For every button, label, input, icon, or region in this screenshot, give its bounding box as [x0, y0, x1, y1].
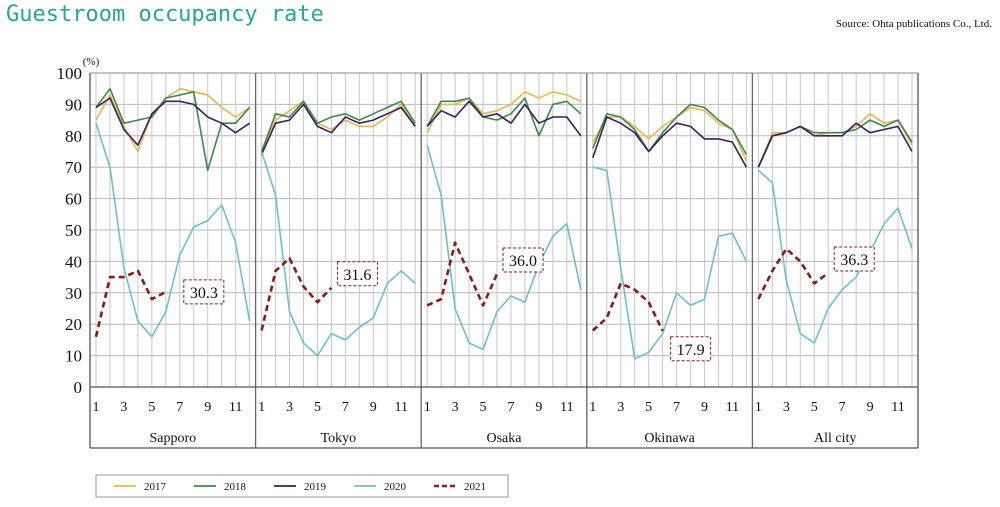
- x-tick-label: 5: [645, 400, 652, 415]
- series-line-2021: [426, 241, 499, 307]
- y-tick-label: 60: [65, 190, 82, 209]
- x-tick-label: 11: [229, 400, 242, 415]
- y-tick-label: 20: [65, 315, 82, 334]
- x-tick-label: 3: [783, 400, 790, 415]
- x-tick-label: 5: [480, 400, 487, 415]
- series-line-2017: [95, 87, 251, 153]
- legend-label: 2020: [384, 481, 407, 493]
- series-line-2018: [260, 100, 416, 152]
- x-tick-label: 5: [811, 400, 818, 415]
- chart-title: Guestroom occupancy rate: [6, 2, 324, 27]
- annotation-box: [502, 247, 544, 273]
- x-tick-label: 3: [286, 400, 293, 415]
- x-tick-label: 9: [701, 400, 708, 415]
- series-line-2018: [95, 87, 251, 172]
- series-line-2017: [426, 91, 582, 134]
- legend-box: [95, 474, 509, 498]
- x-tick-label: 7: [673, 400, 680, 415]
- x-tick-label: 3: [617, 400, 624, 415]
- y-tick-label: 0: [74, 378, 83, 397]
- y-unit-label: (%): [83, 56, 100, 68]
- legend-label: 2017: [144, 481, 167, 493]
- x-tick-label: 1: [258, 400, 265, 415]
- series-line-2017: [757, 113, 913, 168]
- x-tick-label: 11: [726, 400, 739, 415]
- x-tick-label: 9: [535, 400, 542, 415]
- series-line-2019: [260, 103, 416, 155]
- series-line-2020: [592, 166, 748, 360]
- x-tick-label: 1: [93, 400, 100, 415]
- y-tick-label: 40: [65, 252, 82, 271]
- annotation-value: 36.0: [509, 253, 537, 270]
- y-tick-label: 80: [65, 127, 82, 146]
- x-tick-label: 7: [507, 400, 514, 415]
- series-line-2020: [426, 144, 582, 351]
- y-tick-label: 70: [65, 158, 82, 177]
- series-line-2019: [426, 100, 582, 137]
- series-line-2018: [592, 103, 748, 155]
- x-tick-label: 7: [176, 400, 183, 415]
- annotation-box: [670, 336, 712, 362]
- annotation-box: [336, 261, 378, 287]
- panel-label: Tokyo: [321, 431, 357, 446]
- y-tick-label: 100: [57, 64, 83, 83]
- y-tick-label: 30: [65, 284, 82, 303]
- annotation-value: 31.6: [343, 267, 371, 284]
- annotation-value: 17.9: [677, 342, 705, 359]
- legend-label: 2019: [304, 481, 327, 493]
- series-line-2017: [260, 100, 416, 152]
- annotation-box: [183, 279, 225, 305]
- series-line-2021: [260, 256, 333, 331]
- y-tick-label: 90: [65, 95, 82, 114]
- panel-label: Okinawa: [644, 431, 695, 446]
- annotation-value: 30.3: [190, 285, 218, 302]
- panel-label: All city: [814, 431, 856, 446]
- x-tick-label: 5: [148, 400, 155, 415]
- x-tick-label: 9: [867, 400, 874, 415]
- x-tick-label: 3: [452, 400, 459, 415]
- legend-label: 2018: [224, 481, 247, 493]
- x-tick-label: 1: [589, 400, 596, 415]
- series-line-2018: [426, 97, 582, 137]
- series-line-2019: [757, 122, 913, 168]
- annotation-box: [833, 246, 875, 272]
- series-line-2021: [757, 247, 829, 300]
- series-line-2021: [591, 282, 664, 332]
- x-tick-label: 5: [314, 400, 321, 415]
- series-line-2019: [95, 97, 251, 146]
- series-line-2020: [95, 122, 251, 338]
- x-tick-label: 9: [370, 400, 377, 415]
- x-tick-label: 9: [204, 400, 211, 415]
- legend-label: 2021: [464, 481, 486, 493]
- series-line-2018: [757, 119, 913, 168]
- y-tick-label: 10: [65, 347, 82, 366]
- x-tick-label: 7: [342, 400, 349, 415]
- series-line-2020: [757, 169, 913, 344]
- x-tick-label: 7: [839, 400, 846, 415]
- panel-label: Sapporo: [149, 431, 196, 446]
- y-tick-label: 50: [65, 221, 82, 240]
- series-line-2020: [260, 151, 416, 357]
- series-line-2021: [94, 269, 167, 338]
- x-tick-label: 1: [755, 400, 762, 415]
- x-tick-label: 11: [560, 400, 573, 415]
- panel-label: Osaka: [487, 431, 523, 446]
- source-note: Source: Ohta publications Co., Ltd.: [835, 18, 992, 30]
- annotation-value: 36.3: [840, 252, 868, 269]
- x-tick-label: 3: [120, 400, 127, 415]
- x-tick-label: 1: [424, 400, 431, 415]
- series-line-2019: [592, 116, 748, 168]
- x-tick-label: 11: [891, 400, 904, 415]
- x-tick-label: 11: [394, 400, 407, 415]
